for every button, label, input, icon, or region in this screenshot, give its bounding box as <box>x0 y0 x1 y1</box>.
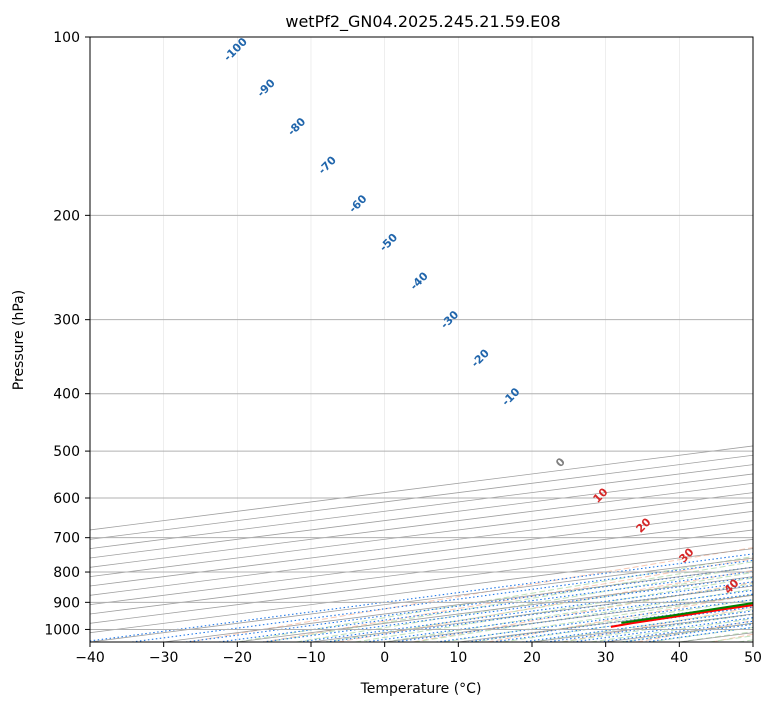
moist-adiabat-line <box>266 561 753 642</box>
isotherm-line <box>90 473 753 559</box>
isotherm-line <box>90 492 753 578</box>
pressure-gridlines <box>90 37 753 642</box>
y-tick-label: 1000 <box>44 622 80 638</box>
isotherm-line <box>458 604 753 642</box>
isotherm-line <box>90 557 753 642</box>
y-tick-label: 600 <box>53 491 80 507</box>
dry-adiabat-line <box>412 581 753 642</box>
isotherm-line <box>752 641 753 642</box>
isotherm-line <box>90 520 753 606</box>
moist-adiabats <box>237 556 753 642</box>
dry-adiabat-line <box>263 558 753 642</box>
moist-adiabat-line <box>296 566 753 642</box>
dry-adiabat-line <box>188 547 753 642</box>
moist-adiabat-line <box>355 577 753 642</box>
dry-adiabat-label: -60 <box>346 192 369 215</box>
dewpoint-series-line <box>621 602 753 624</box>
x-tick-label: −40 <box>75 650 105 666</box>
dry-adiabat-label: -50 <box>377 231 400 254</box>
dry-adiabat-label: -80 <box>285 115 308 138</box>
y-tick-label: 400 <box>53 387 80 403</box>
y-tick-label: 700 <box>53 531 80 547</box>
plot-area: -100-90-80-70-60-50-40-30-20-100.10.20.4… <box>90 35 753 642</box>
moist-adiabat-line <box>325 571 753 642</box>
isotherm-line <box>90 529 753 615</box>
dry-adiabat-line <box>562 606 753 642</box>
moist-adiabat-line <box>679 631 753 642</box>
moist-adiabat-line <box>473 599 753 642</box>
x-tick-label: 20 <box>523 650 541 666</box>
isotherm-line <box>237 576 753 642</box>
moist-adiabat-line <box>443 594 753 642</box>
temperature-series-line <box>610 604 753 628</box>
x-axis-label: Temperature (°C) <box>360 681 482 697</box>
y-axis-label: Pressure (hPa) <box>11 290 27 390</box>
dry-adiabat-label: -70 <box>316 153 339 176</box>
isotherms <box>90 445 753 642</box>
x-axis-ticks: −40 −30 −20 −10 0 10 20 30 40 50 <box>75 642 762 666</box>
dry-adiabat-line <box>338 569 753 642</box>
moist-adiabat-label: 0 <box>553 455 568 470</box>
moist-adiabat-line <box>414 588 753 642</box>
y-tick-label: 800 <box>53 565 80 581</box>
dry-adiabat-label: -20 <box>469 346 492 369</box>
moist-adiabat-line <box>620 622 753 642</box>
moist-adiabat-line <box>561 613 753 642</box>
y-tick-label: 300 <box>53 313 80 329</box>
mixing-ratio-line <box>131 559 753 642</box>
x-tick-label: 0 <box>380 650 389 666</box>
x-tick-label: 30 <box>597 650 615 666</box>
y-tick-label: 900 <box>53 595 80 611</box>
x-tick-label: 10 <box>449 650 467 666</box>
chart-title: wetPf2_GN04.2025.245.21.59.E08 <box>285 12 560 32</box>
mixing-ratio-line <box>365 589 753 642</box>
dry-adiabat-line <box>711 633 753 642</box>
y-tick-label: 100 <box>53 30 80 46</box>
mixing-ratio-line <box>522 610 753 642</box>
x-tick-label: 40 <box>670 650 688 666</box>
isotherm-line <box>531 613 753 642</box>
sounding-series <box>610 602 753 628</box>
x-tick-label: −30 <box>149 650 179 666</box>
isotherm-line <box>90 464 753 550</box>
dry-adiabat-line <box>487 594 753 642</box>
isotherm-line <box>90 482 753 568</box>
dry-adiabat-label: -90 <box>255 76 278 99</box>
moist-adiabat-label: 20 <box>634 515 654 535</box>
isotherm-line <box>90 501 753 587</box>
x-tick-label: −20 <box>223 650 253 666</box>
y-tick-label: 500 <box>53 444 80 460</box>
isotherm-line <box>90 510 753 596</box>
dry-adiabat-label: -40 <box>408 269 431 292</box>
moist-adiabat-line <box>531 609 753 642</box>
x-tick-label: 50 <box>744 650 762 666</box>
mixing-ratio-line <box>436 599 753 642</box>
dry-adiabat-label: -100 <box>221 35 250 64</box>
moist-adiabat-line <box>738 639 753 642</box>
isotherm-line <box>384 594 753 642</box>
y-axis-ticks: 100 200 300 400 500 600 700 800 900 1000 <box>44 30 90 638</box>
mixing-ratio-line <box>572 617 753 642</box>
moist-adiabat-line <box>708 635 753 642</box>
dry-adiabat-label: -10 <box>499 385 522 408</box>
y-tick-label: 200 <box>53 208 80 224</box>
moist-adiabat-line <box>237 556 753 642</box>
x-tick-label: −10 <box>296 650 326 666</box>
moist-adiabat-line <box>384 583 753 642</box>
isotherm-line <box>90 538 753 624</box>
moist-adiabat-line <box>649 626 753 642</box>
moist-adiabat-label: 10 <box>591 485 611 505</box>
mixing-ratio-line <box>90 553 753 642</box>
plot-frame <box>89 36 754 643</box>
isotherm-line <box>679 632 753 642</box>
isotherm-line <box>310 585 753 642</box>
